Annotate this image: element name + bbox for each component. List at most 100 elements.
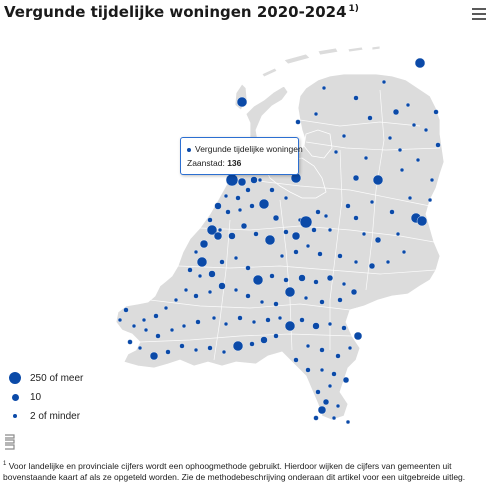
municipality-marker[interactable] <box>237 207 243 213</box>
municipality-marker[interactable] <box>283 277 289 283</box>
municipality-marker[interactable] <box>387 135 393 141</box>
municipality-marker[interactable] <box>331 371 337 377</box>
municipality-marker[interactable] <box>218 282 226 290</box>
municipality-marker[interactable] <box>181 323 187 329</box>
municipality-marker[interactable] <box>429 177 435 183</box>
municipality-marker[interactable] <box>323 213 329 219</box>
municipality-marker[interactable] <box>232 340 244 352</box>
municipality-marker[interactable] <box>155 333 161 339</box>
municipality-marker[interactable] <box>179 343 185 349</box>
municipality-marker[interactable] <box>253 231 259 237</box>
municipality-marker[interactable] <box>395 231 401 237</box>
municipality-marker[interactable] <box>327 321 333 327</box>
municipality-marker[interactable] <box>322 398 330 406</box>
municipality-marker[interactable] <box>249 203 255 209</box>
municipality-marker[interactable] <box>165 349 171 355</box>
municipality-marker[interactable] <box>423 127 429 133</box>
municipality-marker[interactable] <box>199 239 209 249</box>
municipality-marker[interactable] <box>353 331 363 341</box>
municipality-marker[interactable] <box>219 259 225 265</box>
municipality-marker[interactable] <box>228 232 236 240</box>
municipality-marker[interactable] <box>293 357 299 363</box>
municipality-marker[interactable] <box>305 367 311 373</box>
municipality-marker[interactable] <box>299 215 313 229</box>
municipality-marker[interactable] <box>407 195 413 201</box>
municipality-marker[interactable] <box>235 195 241 201</box>
municipality-marker[interactable] <box>127 339 133 345</box>
municipality-marker[interactable] <box>214 202 222 210</box>
municipality-marker[interactable] <box>311 227 317 233</box>
municipality-marker[interactable] <box>305 343 311 349</box>
municipality-marker[interactable] <box>350 288 358 296</box>
municipality-marker[interactable] <box>284 286 296 298</box>
municipality-marker[interactable] <box>298 274 306 282</box>
municipality-marker[interactable] <box>361 231 367 237</box>
municipality-marker[interactable] <box>313 111 319 117</box>
municipality-marker[interactable] <box>341 281 347 287</box>
municipality-marker[interactable] <box>363 155 369 161</box>
municipality-marker[interactable] <box>317 405 327 415</box>
municipality-marker[interactable] <box>225 173 239 187</box>
municipality-marker[interactable] <box>319 367 325 373</box>
municipality-marker[interactable] <box>312 322 320 330</box>
municipality-marker[interactable] <box>435 142 441 148</box>
municipality-marker[interactable] <box>265 317 271 323</box>
municipality-marker[interactable] <box>353 215 359 221</box>
municipality-marker[interactable] <box>374 236 382 244</box>
municipality-marker[interactable] <box>245 187 251 193</box>
municipality-marker[interactable] <box>225 209 231 215</box>
municipality-marker[interactable] <box>207 289 213 295</box>
municipality-marker[interactable] <box>223 321 229 327</box>
municipality-marker[interactable] <box>206 224 218 236</box>
municipality-marker[interactable] <box>369 199 375 205</box>
municipality-marker[interactable] <box>331 415 337 421</box>
municipality-marker[interactable] <box>163 305 169 311</box>
municipality-marker[interactable] <box>237 177 247 187</box>
municipality-marker[interactable] <box>397 147 403 153</box>
municipality-marker[interactable] <box>273 333 279 339</box>
municipality-marker[interactable] <box>277 315 283 321</box>
municipality-marker[interactable] <box>416 215 428 227</box>
municipality-marker[interactable] <box>141 317 147 323</box>
municipality-marker[interactable] <box>411 122 417 128</box>
municipality-marker[interactable] <box>433 109 439 115</box>
municipality-marker[interactable] <box>221 349 227 355</box>
municipality-marker[interactable] <box>295 119 301 125</box>
municipality-marker[interactable] <box>264 234 276 246</box>
municipality-marker[interactable] <box>257 177 263 183</box>
municipality-marker[interactable] <box>283 195 289 201</box>
municipality-marker[interactable] <box>195 319 201 325</box>
municipality-marker[interactable] <box>299 317 305 323</box>
municipality-marker[interactable] <box>337 297 343 303</box>
municipality-marker[interactable] <box>401 249 407 255</box>
municipality-marker[interactable] <box>208 270 216 278</box>
municipality-marker[interactable] <box>315 209 321 215</box>
municipality-marker[interactable] <box>149 351 159 361</box>
municipality-marker[interactable] <box>317 251 323 257</box>
municipality-marker[interactable] <box>345 419 351 425</box>
municipality-marker[interactable] <box>372 174 384 186</box>
municipality-marker[interactable] <box>335 353 341 359</box>
municipality-marker[interactable] <box>341 133 347 139</box>
municipality-marker[interactable] <box>269 273 275 279</box>
municipality-marker[interactable] <box>249 341 255 347</box>
municipality-marker[interactable] <box>352 174 360 182</box>
municipality-marker[interactable] <box>313 415 319 421</box>
municipality-marker[interactable] <box>313 279 319 285</box>
municipality-marker[interactable] <box>319 347 325 353</box>
municipality-marker[interactable] <box>272 214 280 222</box>
municipality-marker[interactable] <box>197 273 203 279</box>
municipality-marker[interactable] <box>321 85 327 91</box>
municipality-marker[interactable] <box>183 287 189 293</box>
municipality-marker[interactable] <box>137 345 143 351</box>
municipality-marker[interactable] <box>305 243 311 249</box>
municipality-marker[interactable] <box>123 307 129 313</box>
municipality-marker[interactable] <box>342 376 350 384</box>
municipality-marker[interactable] <box>415 157 421 163</box>
municipality-marker[interactable] <box>237 315 243 321</box>
municipality-marker[interactable] <box>193 347 199 353</box>
municipality-marker[interactable] <box>368 262 376 270</box>
municipality-marker[interactable] <box>345 203 351 209</box>
municipality-marker[interactable] <box>223 193 229 199</box>
municipality-marker[interactable] <box>333 149 339 155</box>
